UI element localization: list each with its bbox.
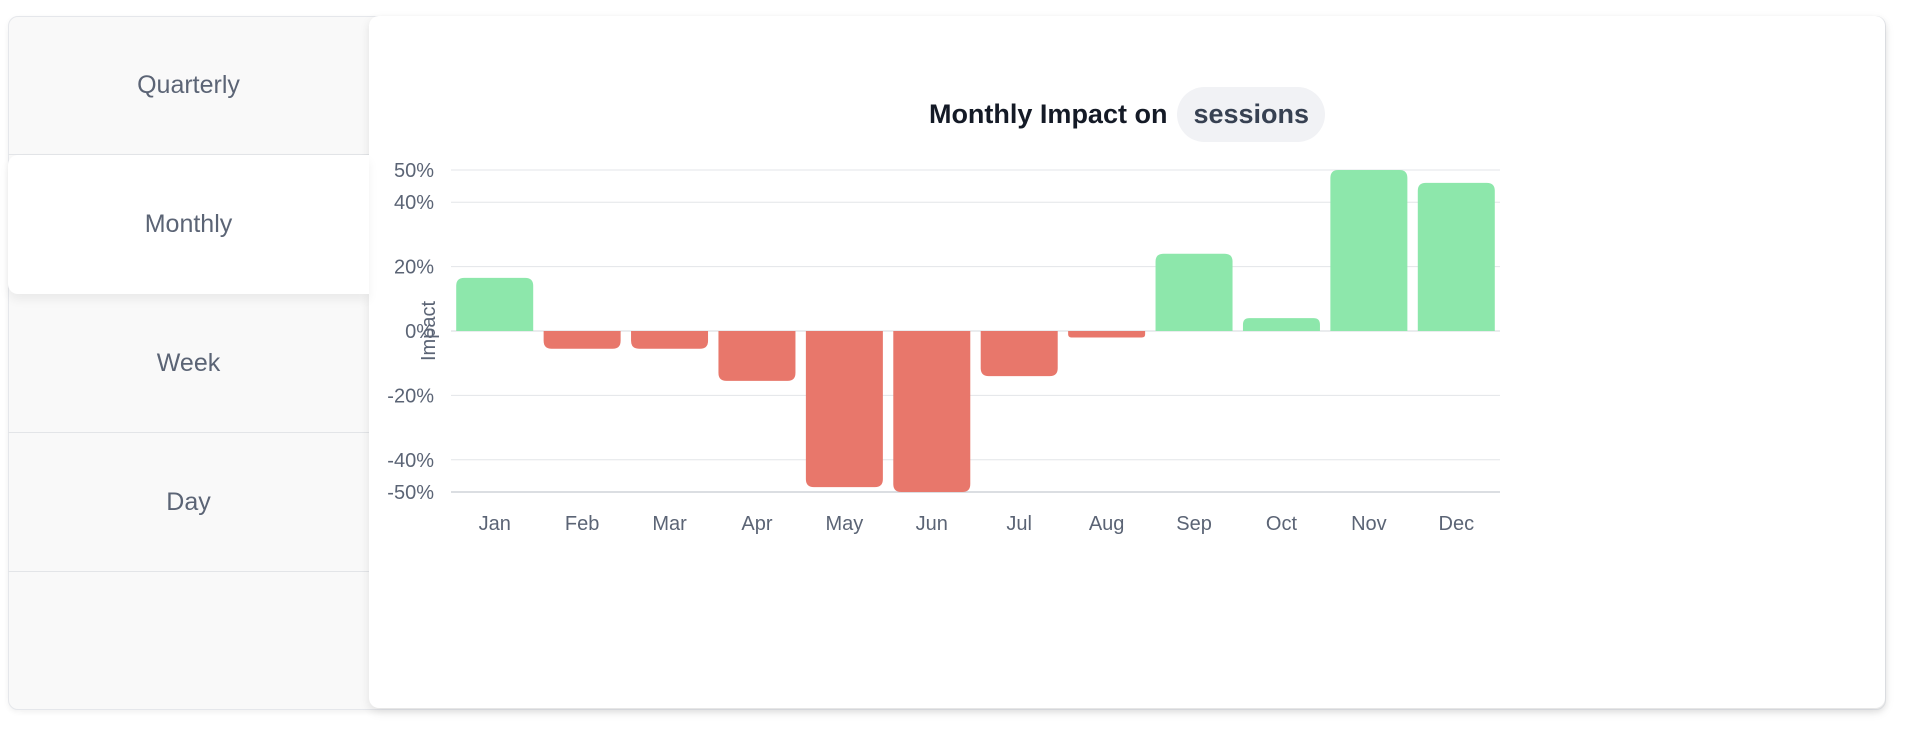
tab-week[interactable]: Week — [8, 294, 369, 433]
x-tick-label: Jan — [479, 513, 511, 535]
bar-aug[interactable] — [1068, 331, 1146, 338]
bar-oct[interactable] — [1242, 318, 1320, 331]
y-tick-label: 20% — [394, 257, 434, 279]
period-tabs: Quarterly Monthly Week Day — [8, 16, 369, 708]
bar-apr[interactable] — [718, 331, 796, 381]
bar-dec[interactable] — [1417, 182, 1495, 331]
y-tick-label: 40% — [394, 192, 434, 214]
y-tick-label: -40% — [387, 450, 434, 472]
bar-sep[interactable] — [1155, 253, 1233, 331]
y-tick-label: -20% — [387, 385, 434, 407]
x-tick-label: Nov — [1351, 513, 1387, 535]
x-tick-label: Mar — [652, 513, 687, 535]
chart-title-text: Monthly Impact on — [928, 99, 1168, 129]
bar-nov[interactable] — [1330, 170, 1408, 331]
tab-day[interactable]: Day — [8, 433, 369, 572]
bar-feb[interactable] — [543, 331, 621, 349]
x-tick-label: Jul — [1006, 513, 1032, 535]
bar-jan[interactable] — [456, 277, 534, 331]
x-tick-label: Sep — [1176, 513, 1212, 535]
bar-chart: 50% 40% 20% 0% -20% -40% -50% Impact Jan Feb Mar Ap… — [387, 160, 1500, 535]
metric-badge[interactable]: sessions — [1177, 87, 1326, 142]
y-tick-label: 50% — [394, 160, 434, 182]
bar-may[interactable] — [805, 331, 883, 488]
bar-mar[interactable] — [631, 331, 709, 349]
x-tick-label: Jun — [916, 513, 948, 535]
chart-title: Monthly Impact on sessions — [369, 87, 1885, 142]
x-tick-label: May — [825, 513, 863, 535]
y-tick-label: -50% — [387, 482, 434, 504]
y-tick-label: 0% — [405, 321, 434, 343]
y-axis-label: Impact — [418, 301, 440, 361]
bar-jun[interactable] — [893, 331, 971, 492]
tab-monthly[interactable]: Monthly — [8, 155, 369, 294]
chart-panel: Monthly Impact on sessions 50% 40% 20% 0% -2… — [369, 16, 1885, 708]
bar-jul[interactable] — [980, 331, 1058, 377]
x-tick-label: Apr — [741, 513, 772, 535]
x-tick-label: Oct — [1266, 513, 1298, 535]
tab-quarterly[interactable]: Quarterly — [8, 16, 369, 155]
x-tick-label: Feb — [565, 513, 599, 535]
x-tick-label: Aug — [1089, 513, 1125, 535]
x-tick-label: Dec — [1439, 513, 1475, 535]
